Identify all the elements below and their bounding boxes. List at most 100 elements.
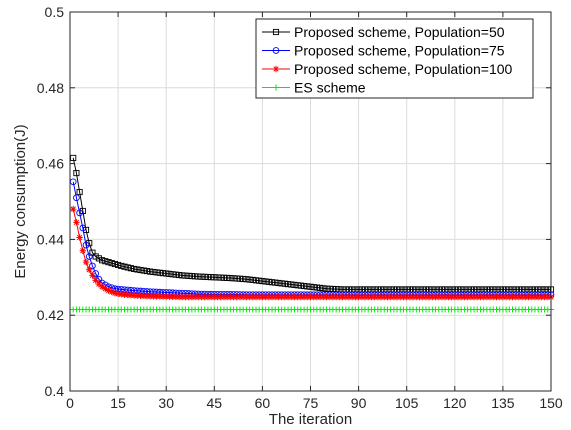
data-point xyxy=(256,277,263,284)
data-point xyxy=(137,266,144,274)
data-point xyxy=(544,293,551,301)
data-point xyxy=(377,293,385,301)
data-point xyxy=(70,205,77,213)
data-point xyxy=(140,267,147,274)
data-point xyxy=(387,293,394,301)
x-tick-label: 60 xyxy=(255,395,271,411)
data-point xyxy=(163,293,170,300)
data-point xyxy=(211,293,218,301)
legend-box xyxy=(255,18,534,99)
data-point xyxy=(140,292,147,300)
data-point xyxy=(134,292,141,299)
data-point xyxy=(512,293,519,301)
data-point xyxy=(265,278,272,285)
data-point xyxy=(182,272,189,279)
data-point xyxy=(483,293,491,301)
data-point xyxy=(198,273,205,280)
data-point xyxy=(79,224,87,232)
data-point xyxy=(185,293,192,301)
data-point xyxy=(249,293,256,301)
data-point xyxy=(310,284,317,291)
data-point xyxy=(365,293,372,301)
data-point xyxy=(518,293,526,301)
data-point xyxy=(150,268,157,276)
x-tick-label: 105 xyxy=(395,395,419,411)
data-point xyxy=(172,271,179,278)
data-point xyxy=(313,284,320,291)
data-point xyxy=(429,293,436,301)
data-point xyxy=(114,290,122,297)
data-point xyxy=(461,293,468,301)
data-point xyxy=(275,279,282,287)
data-point xyxy=(451,293,458,301)
data-point xyxy=(281,293,289,301)
data-point xyxy=(105,259,112,266)
data-point xyxy=(236,293,244,301)
data-point xyxy=(288,281,295,288)
data-point xyxy=(493,293,500,301)
data-point xyxy=(227,275,234,282)
data-point xyxy=(477,293,484,301)
data-point xyxy=(301,282,308,290)
data-point xyxy=(131,265,138,273)
x-tick-label: 135 xyxy=(491,395,515,411)
data-point xyxy=(534,293,542,301)
data-point xyxy=(118,262,125,269)
series-line xyxy=(72,181,551,296)
data-point xyxy=(278,293,285,301)
legend-label: Proposed scheme, Population=75 xyxy=(294,43,505,59)
series-line xyxy=(72,157,551,290)
data-point xyxy=(153,293,160,300)
data-point xyxy=(192,273,199,280)
x-tick-label: 90 xyxy=(351,395,367,411)
data-point xyxy=(124,264,131,271)
data-point xyxy=(390,293,398,301)
data-point xyxy=(105,287,112,294)
data-point xyxy=(272,279,279,286)
data-point xyxy=(89,262,96,270)
y-axis-title: Energy consumption(J) xyxy=(12,124,29,278)
data-point xyxy=(188,273,195,280)
x-axis-title: The iteration xyxy=(269,411,352,428)
data-point xyxy=(525,293,532,301)
data-point xyxy=(169,293,176,300)
data-point xyxy=(317,284,324,291)
data-point xyxy=(515,293,523,301)
data-point xyxy=(320,285,327,292)
data-point xyxy=(82,258,90,266)
data-point xyxy=(406,293,414,301)
data-point xyxy=(185,272,192,279)
data-point xyxy=(108,288,115,296)
data-point xyxy=(147,268,154,275)
data-point xyxy=(102,258,109,265)
data-point xyxy=(246,293,253,301)
data-point xyxy=(153,269,160,276)
data-point xyxy=(76,188,83,196)
data-point xyxy=(227,293,234,301)
data-point xyxy=(204,273,211,281)
data-point xyxy=(134,266,141,273)
data-point xyxy=(92,277,99,284)
data-point xyxy=(143,268,151,275)
data-point xyxy=(204,293,212,301)
data-point xyxy=(188,293,196,301)
data-point xyxy=(320,293,327,301)
data-point xyxy=(175,271,183,279)
data-point xyxy=(108,260,115,267)
data-point xyxy=(541,293,548,301)
data-point xyxy=(121,291,128,298)
data-point xyxy=(288,293,295,301)
data-point xyxy=(98,283,106,290)
x-tick-label: 30 xyxy=(158,395,174,411)
data-point xyxy=(118,291,125,298)
data-point xyxy=(252,277,260,284)
data-point xyxy=(329,293,337,301)
data-point xyxy=(146,293,154,300)
data-point xyxy=(432,293,439,301)
x-tick-label: 0 xyxy=(66,395,74,411)
data-point xyxy=(371,293,378,301)
data-point xyxy=(220,293,228,301)
data-point xyxy=(179,293,186,301)
y-tick-label: 0.4 xyxy=(45,383,65,399)
data-point xyxy=(159,293,167,300)
